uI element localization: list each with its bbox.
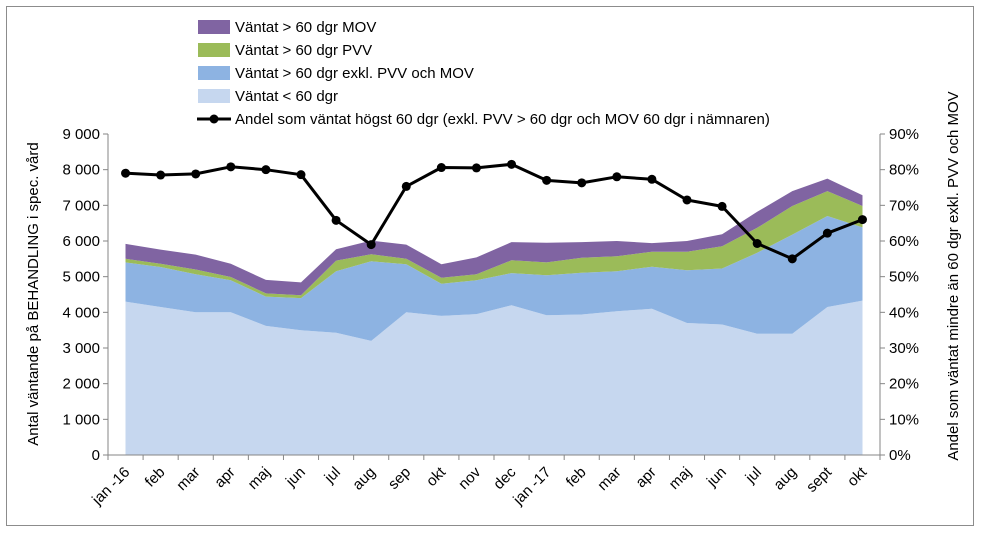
area-series-1 [125, 216, 863, 341]
y-right-tick-label: 10% [889, 411, 919, 428]
chart-frame [6, 6, 974, 526]
x-tick-label: mar [173, 464, 203, 494]
x-tick-label: okt [423, 463, 450, 490]
line-point [366, 240, 376, 250]
x-tick-label: maj [245, 464, 274, 493]
line-point [471, 163, 481, 173]
y-right-tick-label: 20% [889, 376, 919, 393]
line-point [436, 163, 446, 173]
line-point [577, 178, 587, 188]
y-right-tick-label: 80% [889, 162, 919, 179]
area-layer [125, 178, 863, 455]
line-point [401, 181, 411, 191]
x-tick-label: maj [666, 464, 695, 493]
legend-label: Väntat < 60 dgr [235, 88, 338, 105]
y-left-tick-label: 3 000 [62, 340, 100, 357]
line-layer [121, 159, 867, 264]
legend-label: Andel som väntat högst 60 dgr (exkl. PVV… [235, 111, 770, 128]
y-right-tick-label: 60% [889, 233, 919, 250]
legend-swatch-marker [209, 114, 219, 124]
x-tick-label: nov [455, 463, 484, 492]
x-tick-label: jul [742, 464, 765, 487]
y-left-tick-label: 8 000 [62, 162, 100, 179]
line-point [752, 238, 762, 248]
legend-label: Väntat > 60 dgr exkl. PVV och MOV [235, 65, 474, 82]
x-tick-label: jun [282, 464, 309, 491]
legend-swatch [198, 66, 230, 80]
line-point [191, 169, 201, 179]
line-point [717, 201, 727, 211]
y-right-tick-label: 0% [889, 447, 911, 464]
y-left-tick-label: 7 000 [62, 197, 100, 214]
y-right-tick-label: 30% [889, 340, 919, 357]
y-left-tick-label: 1 000 [62, 411, 100, 428]
area-series-3 [125, 178, 863, 296]
line-point [822, 228, 832, 238]
line-point [542, 175, 552, 185]
line-point [296, 170, 306, 180]
x-tick-label: feb [563, 464, 590, 491]
x-tick-label: aug [349, 464, 379, 494]
line-point [331, 215, 341, 225]
line-point [682, 195, 692, 205]
y-right-tick-label: 40% [889, 304, 919, 321]
legend-label: Väntat > 60 dgr MOV [235, 19, 376, 36]
line-point [857, 215, 867, 225]
x-tick-label: feb [142, 464, 169, 491]
line-series [125, 162, 864, 261]
legend: Väntat > 60 dgr MOV Väntat > 60 dgr PVV Vä… [197, 19, 770, 128]
x-tick-label: dec [490, 463, 519, 492]
y-left-tick-label: 2 000 [62, 376, 100, 393]
line-point [647, 174, 657, 184]
legend-label: Väntat > 60 dgr PVV [235, 42, 372, 59]
line-point [507, 159, 517, 169]
line-point [261, 165, 271, 175]
x-tick-label: jun [703, 464, 730, 491]
y-axis-right-title: Andel som väntat mindre än 60 dgr exkl. … [945, 91, 962, 460]
y-left-tick-label: 6 000 [62, 233, 100, 250]
x-tick-label: jul [321, 464, 344, 487]
x-tick-label: apr [211, 464, 238, 491]
line-point [612, 172, 622, 182]
line-point [787, 254, 797, 264]
y-left-tick-label: 0 [92, 447, 100, 464]
y-left-tick-label: 9 000 [62, 126, 100, 143]
legend-swatch [198, 89, 230, 103]
x-tick-label: aug [770, 464, 800, 494]
legend-swatch [198, 43, 230, 57]
x-tick-label: sept [803, 463, 836, 496]
line-point [226, 162, 236, 172]
line-point [156, 170, 166, 180]
x-tick-label: sep [385, 464, 414, 493]
y-right-tick-label: 50% [889, 269, 919, 286]
x-tick-label: jan -17 [509, 464, 554, 509]
x-tick-label: mar [594, 464, 624, 494]
y-left-tick-label: 4 000 [62, 304, 100, 321]
area-series-0 [125, 300, 863, 455]
y-axis-left-title: Antal väntande på BEHANDLING i spec. vår… [25, 142, 42, 446]
y-right-tick-label: 70% [889, 197, 919, 214]
line-point [121, 168, 131, 178]
x-tick-label: apr [632, 464, 659, 491]
legend-swatch [198, 20, 230, 34]
y-right-tick-label: 90% [889, 126, 919, 143]
y-left-tick-label: 5 000 [62, 269, 100, 286]
x-tick-label: jan -16 [88, 464, 133, 509]
x-tick-label: okt [844, 463, 871, 490]
